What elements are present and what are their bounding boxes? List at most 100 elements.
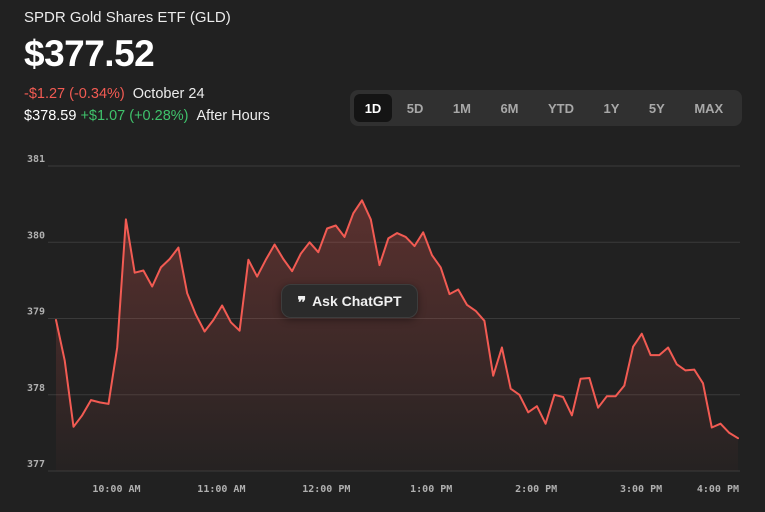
current-price: $377.52 <box>24 33 155 74</box>
price-point <box>326 227 328 230</box>
price-point <box>737 437 739 440</box>
price-point <box>641 332 643 335</box>
y-tick-label: 377 <box>27 459 45 470</box>
price-point <box>562 396 564 398</box>
price-point <box>457 288 460 291</box>
change-row: -$1.27 (-0.34%) October 24 <box>24 85 270 104</box>
price-point <box>238 329 241 332</box>
range-button-1d[interactable]: 1D <box>354 94 392 122</box>
price-point <box>352 212 355 215</box>
price-point <box>361 199 363 202</box>
price-point <box>719 422 722 425</box>
price-point <box>72 426 75 428</box>
price-point <box>684 369 687 372</box>
price-point <box>300 252 302 255</box>
ticker-name: SPDR Gold Shares ETF (GLD) <box>24 9 231 26</box>
price-point <box>195 313 197 316</box>
x-tick-label: 10:00 AM <box>92 484 140 495</box>
price-point <box>396 232 398 234</box>
price-point <box>448 293 451 295</box>
price-point <box>230 321 232 324</box>
price-point <box>518 394 521 396</box>
x-tick-label: 2:00 PM <box>515 484 557 495</box>
price-point <box>116 346 118 349</box>
price-point <box>474 310 477 312</box>
range-button-5d[interactable]: 5D <box>406 100 424 116</box>
range-button-ytd[interactable]: YTD <box>548 100 574 116</box>
price-point <box>623 384 626 387</box>
price-point <box>168 258 171 260</box>
price-point <box>676 363 678 366</box>
y-tick-label: 378 <box>27 383 45 394</box>
price-point <box>212 319 215 321</box>
price-point <box>501 346 503 349</box>
price-point <box>125 218 127 221</box>
price-point <box>527 411 529 414</box>
price-point <box>317 251 320 253</box>
price-point <box>90 399 92 401</box>
y-tick-label: 380 <box>27 230 45 241</box>
price-point <box>370 218 372 221</box>
after-hours-change: +$1.07 (+0.28%) <box>80 108 189 124</box>
price-point <box>483 320 486 322</box>
price-point <box>151 285 153 288</box>
range-button-5y[interactable]: 5Y <box>648 100 665 116</box>
price-point <box>492 374 495 377</box>
after-hours-price: $378.59 <box>24 108 77 124</box>
range-button-6m[interactable]: 6M <box>500 100 519 116</box>
range-button-1y[interactable]: 1Y <box>603 100 620 116</box>
y-tick-label: 379 <box>27 307 45 318</box>
price-point <box>632 345 634 348</box>
price-point <box>466 304 468 306</box>
price-point <box>413 245 416 247</box>
price-point <box>667 346 669 349</box>
price-point <box>203 330 206 333</box>
price-point <box>571 414 573 417</box>
price-point <box>142 269 145 272</box>
price-point <box>107 403 110 405</box>
after-hours-row: $378.59 +$1.07 (+0.28%) After Hours <box>24 107 270 126</box>
quote-date: October 24 <box>132 86 205 102</box>
price-point <box>63 359 66 362</box>
price-point <box>509 387 512 390</box>
price-point <box>343 236 346 238</box>
price-point <box>98 401 101 404</box>
range-button-max[interactable]: MAX <box>694 100 724 116</box>
price-point <box>186 292 188 295</box>
price-point <box>579 377 582 380</box>
price-point <box>649 354 652 356</box>
price-point <box>431 254 433 256</box>
price-point <box>536 405 538 408</box>
x-axis: 10:00 AM 11:00 AM 12:00 PM 1:00 PM 2:00 PM 3:… <box>92 484 739 495</box>
price-point <box>693 368 696 371</box>
price-point <box>335 224 337 227</box>
price-point <box>133 271 136 274</box>
x-tick-label: 3:00 PM <box>620 484 662 495</box>
quote-icon: ❞ <box>297 293 305 312</box>
range-button-1m[interactable]: 1M <box>452 100 471 116</box>
price-point <box>614 395 617 398</box>
price-point <box>702 382 704 385</box>
price-point <box>160 266 162 269</box>
price-point <box>265 259 267 261</box>
price-point <box>606 395 608 398</box>
price-point <box>597 406 599 409</box>
quote-header: SPDR Gold Shares ETF (GLD) $377.52 -$1.2… <box>24 9 270 126</box>
price-point <box>728 432 731 434</box>
x-tick-label: 4:00 PM <box>697 484 739 495</box>
price-point <box>387 237 390 240</box>
ask-chatgpt-button[interactable]: ❞ Ask ChatGPT <box>281 284 418 318</box>
price-point <box>273 243 276 246</box>
price-change: -$1.27 (-0.34%) <box>24 86 125 102</box>
price-point <box>291 270 293 273</box>
price-point <box>588 377 591 379</box>
price-point <box>544 422 547 425</box>
y-axis: 381 380 379 378 377 <box>27 154 45 470</box>
price-area <box>56 200 738 472</box>
price-point <box>439 266 442 269</box>
price-point <box>282 258 285 260</box>
price-point <box>553 394 556 396</box>
x-tick-label: 11:00 AM <box>197 484 245 495</box>
